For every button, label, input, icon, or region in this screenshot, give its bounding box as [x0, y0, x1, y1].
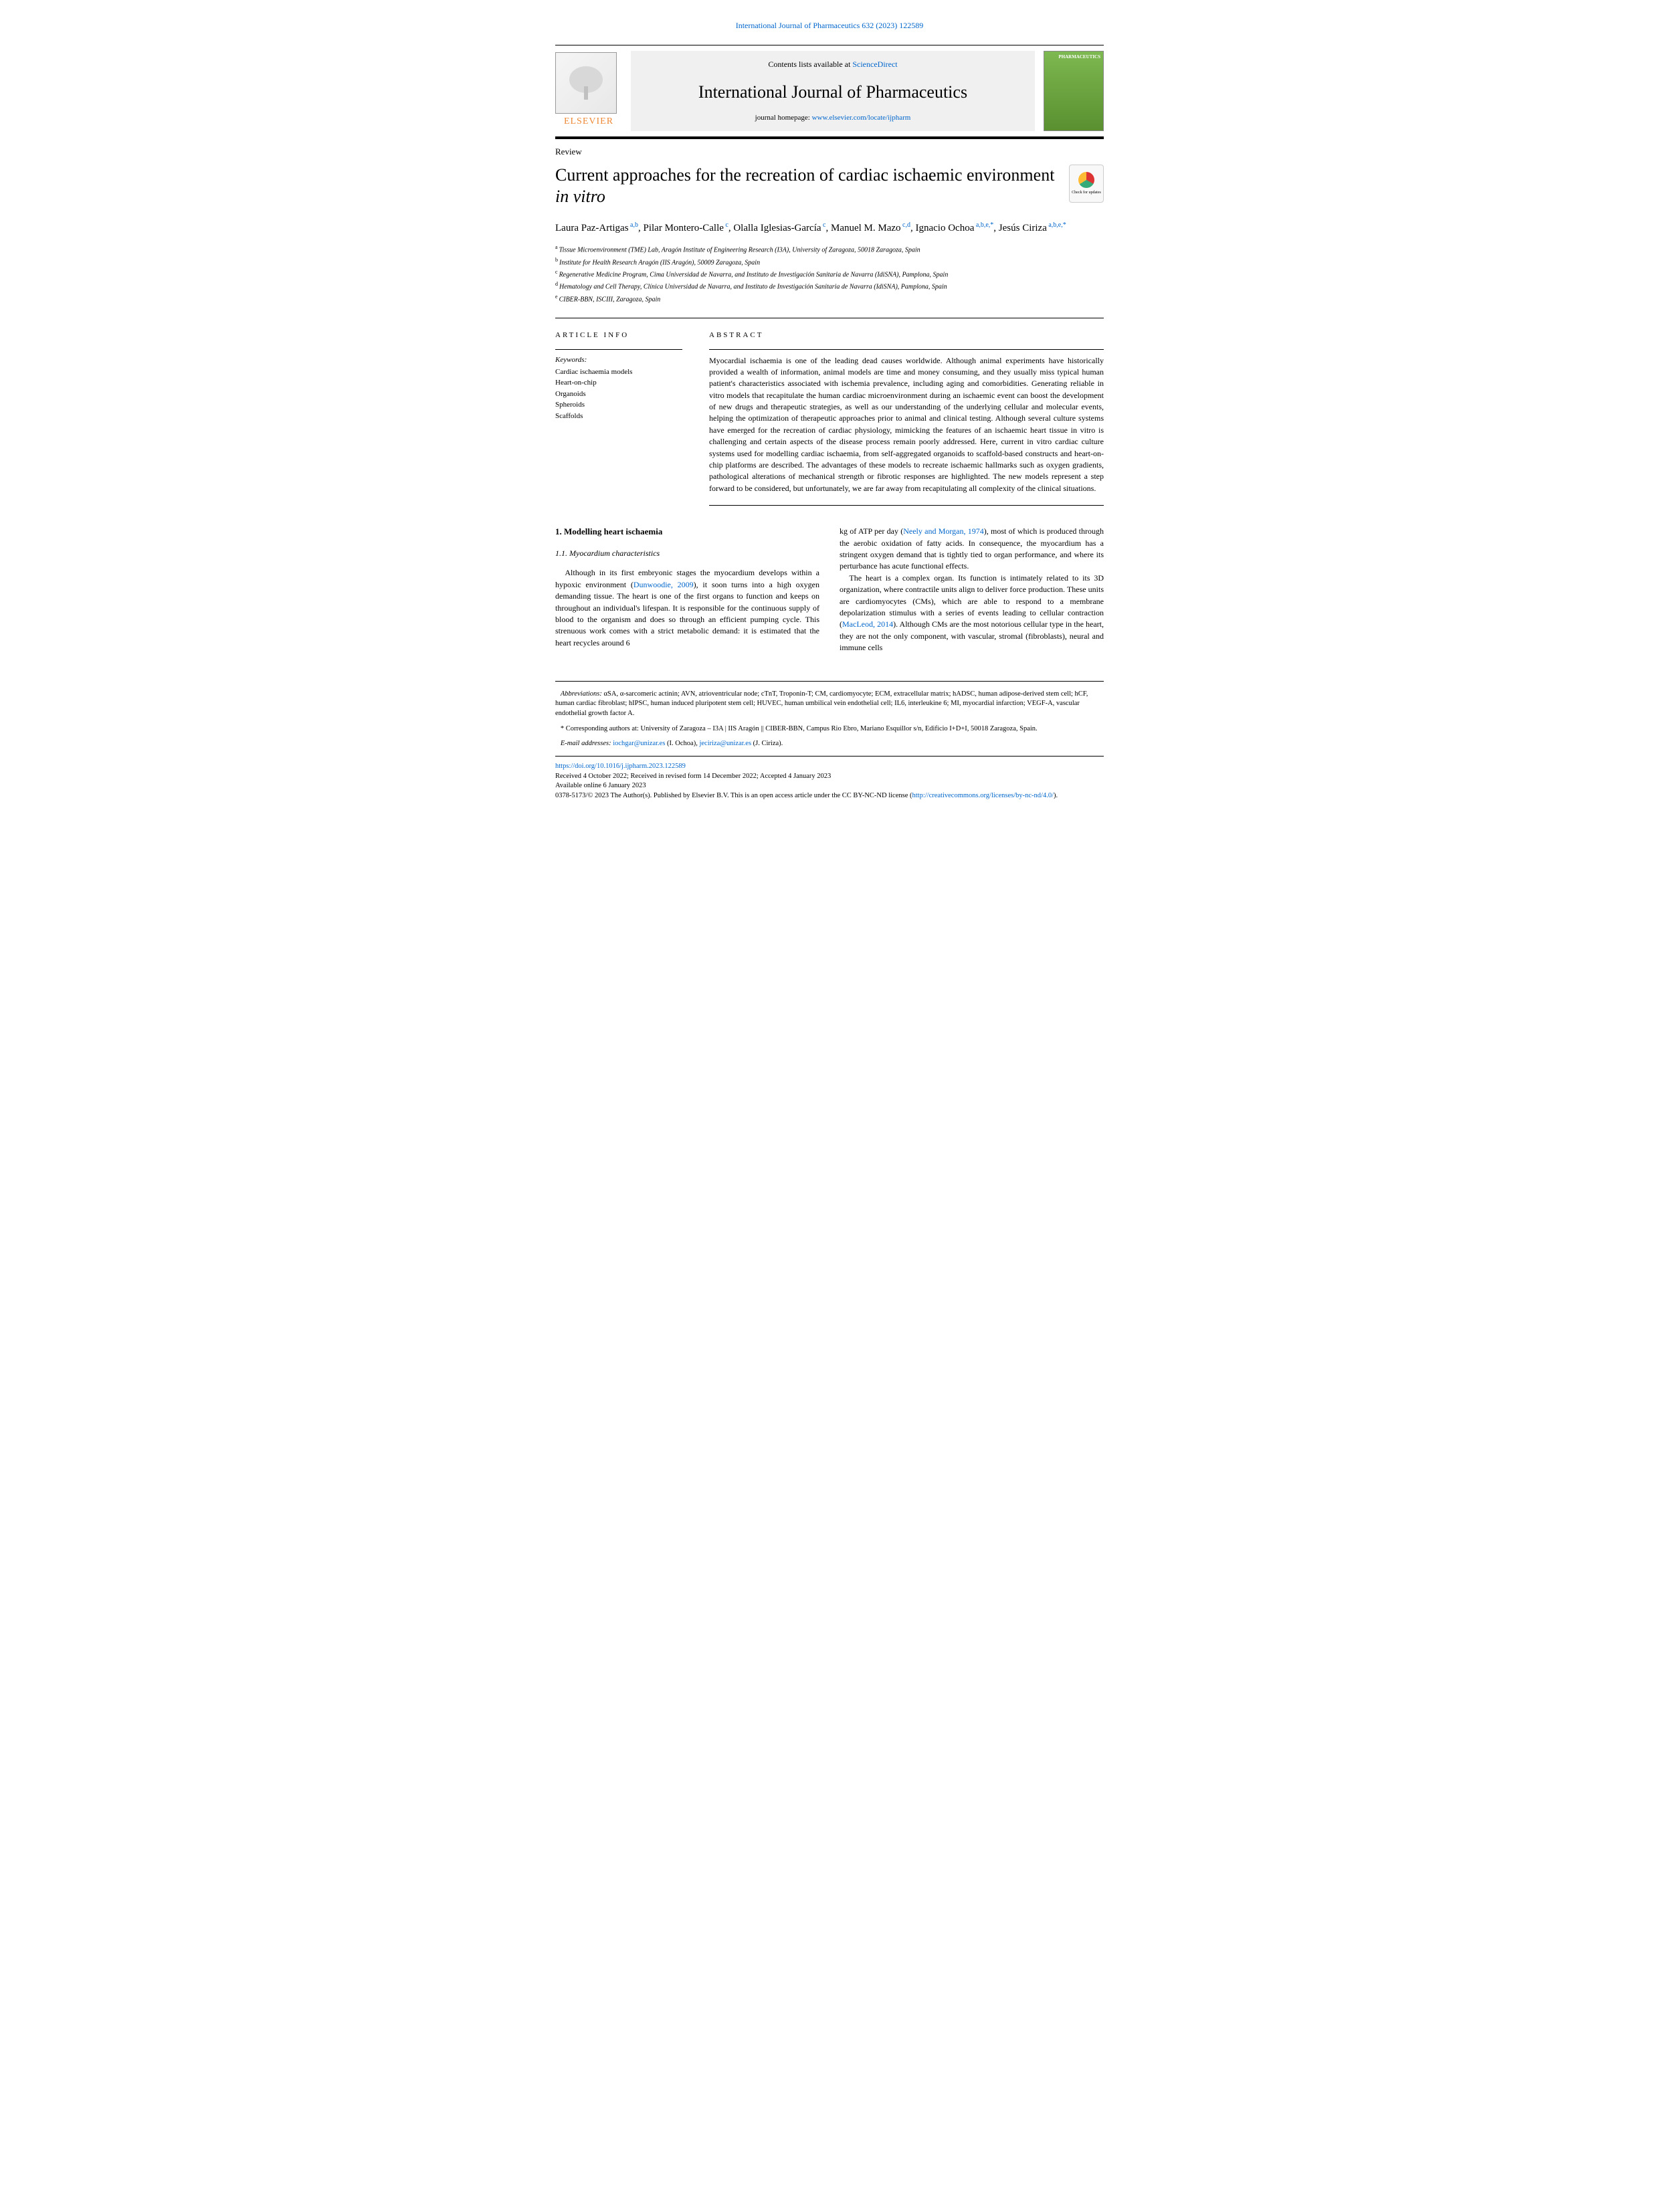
author: Ignacio Ochoa [916, 223, 975, 233]
affiliation: a Tissue Microenvironment (TME) Lab, Ara… [555, 243, 1104, 255]
corresponding-section: * Corresponding authors at: University o… [555, 724, 1104, 734]
reference-link[interactable]: MacLeod, 2014 [842, 619, 893, 629]
article-info-column: ARTICLE INFO Keywords: Cardiac ischaemia… [555, 330, 682, 506]
article-type: Review [555, 146, 1104, 158]
keywords-list: Cardiac ischaemia modelsHeart-on-chipOrg… [555, 367, 682, 422]
reference-link[interactable]: Neely and Morgan, 1974 [903, 526, 984, 536]
affiliations: a Tissue Microenvironment (TME) Lab, Ara… [555, 243, 1104, 304]
abbreviations-section: Abbreviations: αSA, α-sarcomeric actinin… [555, 690, 1104, 719]
info-abstract-row: ARTICLE INFO Keywords: Cardiac ischaemia… [555, 318, 1104, 506]
section-heading-1: 1. Modelling heart ischaemia [555, 526, 819, 538]
left-column: 1. Modelling heart ischaemia 1.1. Myocar… [555, 526, 819, 653]
publisher-block: ELSEVIER [555, 45, 625, 136]
keyword: Spheroids [555, 399, 682, 411]
citation-link[interactable]: International Journal of Pharmaceutics 6… [736, 21, 924, 30]
author: Olalla Iglesias-García [733, 223, 821, 233]
contents-line: Contents lists available at ScienceDirec… [644, 59, 1021, 70]
homepage-prefix: journal homepage: [755, 114, 812, 122]
keywords-label: Keywords: [555, 355, 682, 365]
sciencedirect-link[interactable]: ScienceDirect [852, 60, 897, 69]
author: Pilar Montero-Calle [644, 223, 724, 233]
affiliation: d Hematology and Cell Therapy, Clínica U… [555, 280, 1104, 292]
author-affiliation-sup[interactable]: c [724, 221, 728, 229]
keyword: Heart-on-chip [555, 377, 682, 389]
doi-link[interactable]: https://doi.org/10.1016/j.ijpharm.2023.1… [555, 763, 686, 770]
license-link[interactable]: http://creativecommons.org/licenses/by-n… [912, 792, 1054, 799]
keyword: Cardiac ischaemia models [555, 367, 682, 378]
journal-name: International Journal of Pharmaceutics [644, 80, 1021, 104]
body-columns: 1. Modelling heart ischaemia 1.1. Myocar… [555, 526, 1104, 653]
title-line-1: Current approaches for the recreation of… [555, 165, 1054, 185]
received-dates: Received 4 October 2022; Received in rev… [555, 772, 1104, 782]
copyright-line: 0378-5173/© 2023 The Author(s). Publishe… [555, 791, 1104, 801]
contents-prefix: Contents lists available at [768, 60, 852, 69]
abstract-text: Myocardial ischaemia is one of the leadi… [709, 355, 1104, 506]
abstract-column: ABSTRACT Myocardial ischaemia is one of … [709, 330, 1104, 506]
text: ), it soon turns into a high oxygen dema… [555, 580, 819, 647]
affiliation: b Institute for Health Research Aragón (… [555, 256, 1104, 268]
affiliation: c Regenerative Medicine Program, Cima Un… [555, 268, 1104, 280]
info-divider [555, 349, 682, 350]
abbrev-label: Abbreviations: [561, 690, 602, 698]
footer-divider [555, 756, 1104, 757]
header-center: Contents lists available at ScienceDirec… [631, 51, 1035, 131]
body-paragraph: kg of ATP per day (Neely and Morgan, 197… [840, 526, 1104, 573]
corr-text: University of Zaragoza – I3A | IIS Aragó… [639, 725, 1038, 732]
authors-list: Laura Paz-Artigas a,b, Pilar Montero-Cal… [555, 220, 1104, 236]
article-title: Current approaches for the recreation of… [555, 165, 1056, 208]
check-updates-label: Check for updates [1072, 190, 1101, 195]
check-updates-icon [1078, 172, 1094, 188]
body-paragraph: The heart is a complex organ. Its functi… [840, 573, 1104, 654]
page-container: International Journal of Pharmaceutics 6… [528, 0, 1131, 821]
author-affiliation-sup[interactable]: c [821, 221, 826, 229]
homepage-line: journal homepage: www.elsevier.com/locat… [644, 113, 1021, 123]
author-affiliation-sup[interactable]: a,b,e,* [974, 221, 993, 229]
author: Laura Paz-Artigas [555, 223, 629, 233]
footer: Abbreviations: αSA, α-sarcomeric actinin… [555, 681, 1104, 801]
author: Manuel M. Mazo [831, 223, 901, 233]
homepage-url[interactable]: www.elsevier.com/locate/ijpharm [812, 114, 911, 122]
journal-header-bar: ELSEVIER Contents lists available at Sci… [555, 45, 1104, 139]
check-updates-button[interactable]: Check for updates [1069, 165, 1104, 203]
body-paragraph: Although in its first embryonic stages t… [555, 567, 819, 649]
title-row: Current approaches for the recreation of… [555, 162, 1104, 220]
section-heading-1-1: 1.1. Myocardium characteristics [555, 548, 819, 559]
journal-cover-thumbnail: PHARMACEUTICS [1044, 51, 1104, 131]
reference-link[interactable]: Dunwoodie, 2009 [633, 580, 694, 589]
elsevier-tree-icon [555, 52, 617, 114]
author-affiliation-sup[interactable]: a,b [629, 221, 638, 229]
available-date: Available online 6 January 2023 [555, 781, 1104, 791]
article-info-label: ARTICLE INFO [555, 330, 682, 340]
right-column: kg of ATP per day (Neely and Morgan, 197… [840, 526, 1104, 653]
corr-label: * Corresponding authors at: [561, 725, 639, 732]
copyright-text: 0378-5173/© 2023 The Author(s). Publishe… [555, 792, 912, 799]
keyword: Organoids [555, 389, 682, 400]
abbrev-text: αSA, α-sarcomeric actinin; AVN, atrioven… [555, 690, 1088, 717]
copyright-end: ). [1054, 792, 1058, 799]
top-citation: International Journal of Pharmaceutics 6… [555, 20, 1104, 31]
author-affiliation-sup[interactable]: c,d [901, 221, 910, 229]
text: kg of ATP per day ( [840, 526, 903, 536]
email-section: E-mail addresses: iochgar@unizar.es (I. … [555, 739, 1104, 749]
abstract-divider [709, 349, 1104, 350]
author: Jesús Ciriza [999, 223, 1047, 233]
email-name-2: (J. Ciriza). [751, 740, 783, 747]
email-label: E-mail addresses: [561, 740, 611, 747]
cover-text: PHARMACEUTICS [1047, 54, 1100, 61]
abstract-label: ABSTRACT [709, 330, 1104, 340]
email-name-1: (I. Ochoa), [665, 740, 699, 747]
email-link-1[interactable]: iochgar@unizar.es [613, 740, 665, 747]
email-link-2[interactable]: jeciriza@unizar.es [699, 740, 751, 747]
publisher-name: ELSEVIER [555, 115, 622, 128]
affiliation: e CIBER-BBN, ISCIII, Zaragoza, Spain [555, 293, 1104, 304]
author-affiliation-sup[interactable]: a,b,e,* [1047, 221, 1066, 229]
title-line-2: in vitro [555, 187, 605, 206]
keyword: Scaffolds [555, 411, 682, 422]
doi-link-row: https://doi.org/10.1016/j.ijpharm.2023.1… [555, 762, 1104, 772]
